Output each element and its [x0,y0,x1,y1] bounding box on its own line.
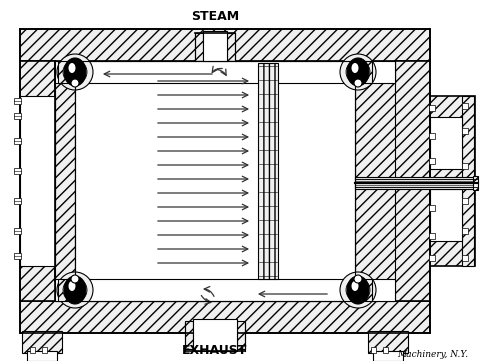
Bar [462,128,468,134]
Bar [355,177,475,189]
Text: EXHAUST: EXHAUST [182,344,248,357]
Bar [75,61,355,281]
Ellipse shape [347,276,369,304]
Circle shape [71,275,79,283]
Bar [227,33,235,61]
Bar [27,351,57,361]
Bar [429,255,435,261]
Bar [55,279,395,301]
Bar [462,163,468,169]
Ellipse shape [68,281,75,291]
Bar [258,63,278,279]
Bar [20,96,55,266]
Bar [430,96,475,266]
Bar [429,158,435,164]
Bar [203,31,227,61]
Bar [473,176,478,190]
Bar [14,113,21,119]
Bar [30,347,35,353]
Circle shape [346,278,370,302]
Text: Machinery, N.Y.: Machinery, N.Y. [397,350,468,359]
Bar [462,255,468,261]
Circle shape [354,275,362,283]
Circle shape [57,54,93,90]
Bar [55,61,395,81]
Bar [430,189,462,241]
Circle shape [71,79,79,87]
Ellipse shape [352,63,358,73]
Bar [462,198,468,204]
Bar [429,133,435,139]
Bar [355,61,372,83]
Bar [429,205,435,211]
Circle shape [57,272,93,308]
Bar [355,279,372,301]
Bar [14,253,21,259]
Bar [55,61,395,81]
Bar [195,33,203,61]
Circle shape [354,79,362,87]
Bar [58,279,75,301]
Bar [429,233,435,239]
Bar [14,198,21,204]
Circle shape [340,272,376,308]
Bar [462,103,468,109]
Bar [383,347,388,353]
Ellipse shape [347,58,369,86]
Bar [20,301,430,333]
Bar [185,321,193,349]
Bar [55,61,395,83]
Bar [395,61,430,301]
Bar [355,61,395,281]
Text: STEAM: STEAM [191,10,239,23]
Bar [193,319,237,351]
Bar [55,281,395,301]
Bar [429,105,435,111]
Bar [429,183,435,189]
Ellipse shape [68,63,75,73]
Bar [368,331,408,353]
Circle shape [346,60,370,84]
Bar [430,117,462,169]
Bar [20,61,55,301]
Bar [371,347,376,353]
Ellipse shape [352,281,358,291]
Ellipse shape [64,58,86,86]
Bar [462,228,468,234]
Bar [55,61,75,281]
Circle shape [63,278,87,302]
Bar [55,281,395,301]
Bar [14,228,21,234]
Ellipse shape [64,276,86,304]
Bar [42,347,47,353]
Bar [22,331,62,353]
Bar [237,321,245,349]
Bar [58,61,75,83]
Bar [373,351,403,361]
Bar [14,168,21,174]
Bar [14,98,21,104]
Bar [462,96,474,266]
Bar [14,138,21,144]
Circle shape [63,60,87,84]
Bar [20,29,430,61]
Circle shape [340,54,376,90]
